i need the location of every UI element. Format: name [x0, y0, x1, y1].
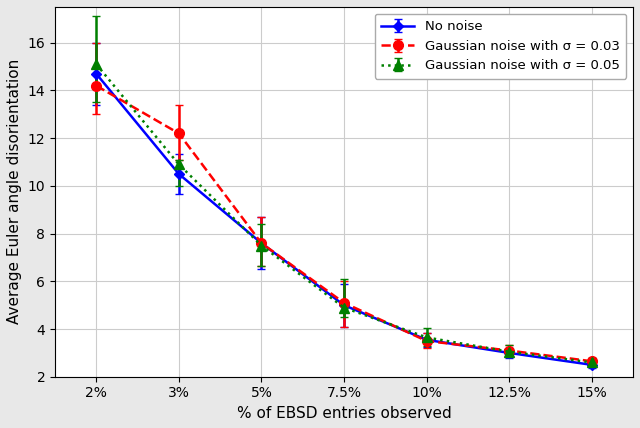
Y-axis label: Average Euler angle disorientation: Average Euler angle disorientation: [7, 59, 22, 324]
X-axis label: % of EBSD entries observed: % of EBSD entries observed: [237, 406, 451, 421]
Legend: No noise, Gaussian noise with σ = 0.03, Gaussian noise with σ = 0.05: No noise, Gaussian noise with σ = 0.03, …: [375, 14, 627, 79]
